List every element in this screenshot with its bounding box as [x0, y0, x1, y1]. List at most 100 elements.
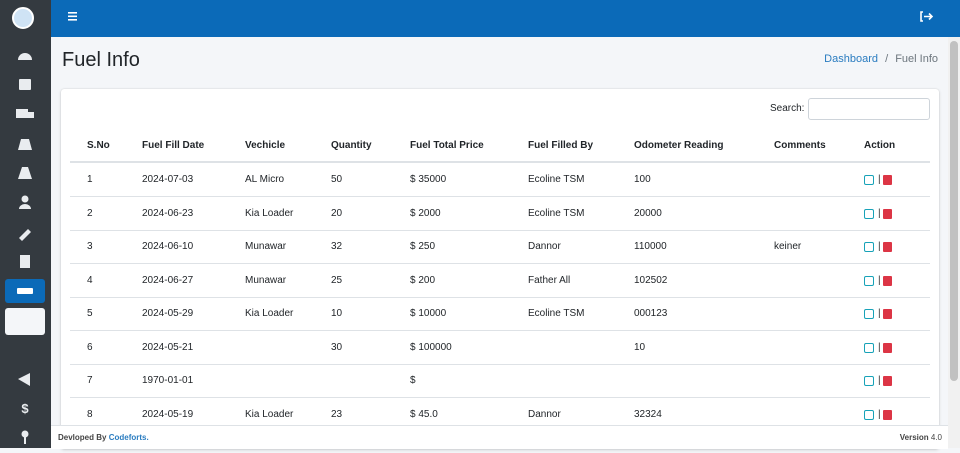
delete-button[interactable] — [883, 275, 892, 286]
sidebar: $ — [0, 0, 51, 448]
action-separator: | — [878, 341, 881, 353]
edit-button[interactable] — [864, 175, 874, 185]
table-cell: Ecoline TSM — [528, 308, 585, 319]
table-cell: AL Micro — [245, 174, 285, 185]
edit-button[interactable] — [864, 309, 874, 319]
row-border — [70, 296, 930, 298]
table-cell: 100 — [634, 174, 651, 185]
delete-button[interactable] — [883, 342, 892, 353]
table-cell: Munawar — [245, 241, 287, 252]
column-header: Vechicle — [245, 140, 286, 151]
credit-text: Devloped By — [58, 433, 107, 442]
table-cell: 25 — [331, 274, 343, 286]
delete-button[interactable] — [883, 409, 892, 420]
row-border — [70, 229, 930, 231]
table-cell: $ 35000 — [410, 174, 447, 185]
scrollbar[interactable] — [948, 37, 960, 448]
table-cell: 32324 — [634, 408, 662, 420]
breadcrumb-current: Fuel Info — [895, 53, 938, 65]
table-cell: 20000 — [634, 207, 662, 219]
menu-icons[interactable]: $ — [5, 53, 45, 444]
table-cell: 2024-06-27 — [142, 274, 194, 286]
table-cell: Dannor — [528, 408, 561, 420]
table-cell: 5 — [87, 308, 93, 319]
column-header: Fuel Fill Date — [142, 140, 205, 151]
table-cell: Kia Loader — [245, 308, 294, 319]
menu-toggle[interactable] — [68, 12, 77, 21]
table-cell: $ — [410, 375, 416, 386]
table-cell: 6 — [87, 341, 93, 353]
table-cell: Dannor — [528, 241, 561, 252]
delete-button[interactable] — [883, 242, 892, 252]
table-cell: Kia Loader — [245, 408, 294, 420]
table-cell: 1 — [87, 174, 93, 185]
footer-version: Version 4.0 — [900, 433, 942, 442]
version-label: Version — [899, 433, 929, 442]
delete-button[interactable] — [883, 309, 892, 319]
table-cell: 30 — [331, 341, 343, 353]
action-separator: | — [878, 375, 881, 386]
column-header: Fuel Total Price — [410, 140, 484, 151]
row-border — [70, 330, 930, 331]
edit-button[interactable] — [864, 275, 874, 286]
action-separator: | — [878, 308, 881, 319]
delete-button[interactable] — [883, 208, 892, 219]
table-cell: $ 2000 — [410, 207, 441, 219]
action-separator: | — [878, 408, 881, 420]
header-border — [70, 161, 930, 163]
action-separator: | — [878, 241, 881, 252]
delete-button[interactable] — [883, 175, 892, 185]
column-header: S.No — [87, 140, 110, 151]
table-cell: 2 — [87, 207, 93, 219]
row-border — [70, 363, 930, 365]
column-header: Odometer Reading — [634, 140, 724, 151]
row-border — [70, 263, 930, 264]
table-cell: Ecoline TSM — [528, 207, 585, 219]
edit-button[interactable] — [864, 208, 874, 219]
breadcrumb: Dashboard / Fuel Info — [824, 53, 938, 65]
table-cell: 7 — [87, 375, 93, 386]
edit-button[interactable] — [864, 376, 874, 386]
edit-button[interactable] — [864, 342, 874, 353]
table-cell: Father All — [528, 274, 571, 286]
action-separator: | — [878, 207, 881, 219]
table-cell: 1970-01-01 — [142, 375, 194, 386]
footer: Devloped By Codeforts. Version 4.0 — [51, 425, 948, 449]
search-input[interactable] — [808, 98, 930, 120]
breadcrumb-link[interactable]: Dashboard — [824, 53, 878, 65]
table-cell: 8 — [87, 408, 93, 420]
table-cell: $ 45.0 — [410, 408, 438, 420]
column-header: Quantity — [331, 140, 372, 151]
table-cell: keiner — [774, 241, 802, 252]
table-cell: 32 — [331, 241, 343, 252]
table-cell: $ 100000 — [410, 341, 452, 353]
column-header: Comments — [774, 140, 826, 151]
table-cell: 2024-05-21 — [142, 341, 194, 353]
logout-icon[interactable] — [920, 11, 934, 22]
navbar-icons — [68, 11, 934, 22]
page-title: Fuel Info — [62, 49, 140, 71]
edit-button[interactable] — [864, 409, 874, 420]
table-cell: 000123 — [634, 308, 668, 319]
action-separator: | — [878, 174, 881, 185]
table-cell: Munawar — [245, 274, 287, 286]
table-cell: 23 — [331, 408, 343, 420]
scroll-thumb[interactable] — [950, 41, 958, 381]
search-label: Search: — [770, 103, 805, 114]
edit-button[interactable] — [864, 242, 874, 252]
action-separator: | — [878, 274, 881, 286]
table-cell: 50 — [331, 174, 343, 185]
table-cell: 2024-07-03 — [142, 174, 194, 185]
table-cell: 2024-06-10 — [142, 241, 194, 252]
row-border — [70, 397, 930, 398]
version-number: 4.0 — [930, 433, 942, 442]
company-link[interactable]: Codeforts. — [108, 433, 149, 442]
table-cell: $ 250 — [410, 241, 436, 252]
delete-button[interactable] — [883, 376, 892, 386]
table-cell: 20 — [331, 207, 343, 219]
table-cell: 102502 — [634, 274, 668, 286]
navbar — [51, 0, 960, 37]
logo[interactable] — [12, 7, 34, 29]
table-cell: 10 — [331, 308, 343, 319]
column-header: Fuel Filled By — [528, 140, 594, 151]
